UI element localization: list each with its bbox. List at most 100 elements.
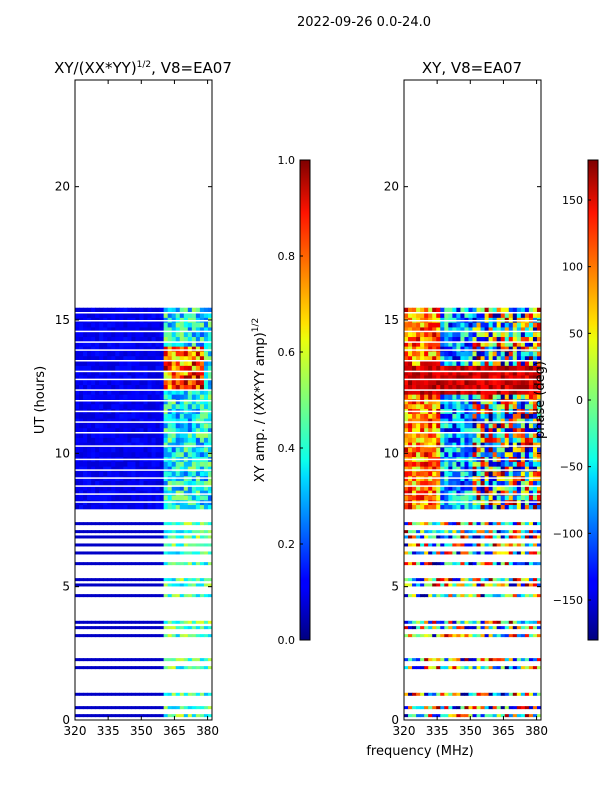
heatmap-cell — [135, 370, 140, 376]
scan-row-cell — [508, 535, 514, 539]
heatmap-cell — [452, 384, 457, 390]
heatmap-cell — [195, 446, 201, 453]
heatmap-cell — [103, 432, 108, 438]
heatmap-cell — [143, 384, 149, 390]
heatmap-cell — [127, 437, 132, 443]
amplitude-title-suffix: , V8=EA07 — [151, 59, 232, 77]
heatmap-cell — [516, 490, 522, 496]
heatmap-cell — [99, 437, 104, 443]
scan-row-cell — [167, 634, 173, 638]
heatmap-cell — [139, 374, 144, 381]
scan-row-cell — [532, 551, 538, 555]
heatmap-cell — [408, 494, 413, 501]
scan-row-cell — [139, 692, 144, 696]
heatmap-cell — [404, 398, 409, 405]
scan-row-cell — [75, 594, 80, 598]
heatmap-cell — [420, 307, 425, 314]
heatmap-cell — [524, 480, 530, 486]
heatmap-cell — [496, 307, 502, 314]
scan-row-cell — [424, 578, 429, 582]
heatmap-cell — [420, 413, 425, 419]
heatmap-cell — [488, 490, 494, 496]
heatmap-cell — [408, 403, 413, 410]
heatmap-cell — [207, 360, 212, 366]
heatmap-cell — [448, 446, 453, 453]
heatmap-cell — [147, 461, 153, 467]
heatmap-cell — [428, 394, 433, 400]
heatmap-cell — [187, 470, 193, 477]
heatmap-cell — [79, 494, 84, 501]
scan-row-cell — [155, 562, 161, 566]
heatmap-cell — [139, 470, 144, 477]
heatmap-cell — [424, 398, 429, 405]
y-tick-label: 20 — [55, 180, 70, 194]
scan-row-cell — [183, 634, 189, 638]
heatmap-cell — [512, 461, 518, 467]
heatmap-cell — [159, 374, 165, 381]
heatmap-cell — [468, 341, 473, 347]
heatmap-cell — [131, 389, 136, 395]
heatmap-cell — [432, 365, 437, 371]
scan-row-cell — [199, 543, 205, 547]
heatmap-cell — [488, 442, 494, 448]
heatmap-cell — [416, 480, 421, 486]
heatmap-cell — [444, 446, 449, 453]
heatmap-cell — [119, 331, 124, 338]
heatmap-cell — [95, 413, 100, 419]
scan-row-cell — [99, 658, 104, 662]
heatmap-cell — [131, 466, 136, 472]
scan-row-cell — [524, 692, 530, 696]
scan-row-cell — [127, 578, 132, 582]
heatmap-cell — [444, 470, 449, 477]
heatmap-cell — [528, 442, 534, 448]
heatmap-cell — [115, 350, 120, 357]
heatmap-cell — [163, 379, 169, 386]
heatmap-cell — [404, 312, 409, 318]
heatmap-cell — [508, 360, 514, 366]
scan-row-cell — [111, 692, 116, 696]
heatmap-cell — [195, 485, 201, 491]
heatmap-cell — [516, 336, 522, 342]
scan-row-cell — [432, 535, 437, 539]
scan-row-cell — [436, 535, 441, 539]
scan-row-cell — [536, 620, 541, 624]
scan-row-cell — [536, 578, 541, 582]
scan-row-cell — [191, 706, 197, 710]
heatmap-cell — [464, 350, 469, 357]
heatmap-cell — [420, 374, 425, 381]
heatmap-cell — [83, 326, 88, 333]
scan-row-cell — [151, 583, 157, 587]
scan-row-cell — [416, 666, 421, 670]
heatmap-cell — [508, 432, 514, 438]
heatmap-cell — [179, 341, 185, 347]
heatmap-cell — [448, 384, 453, 390]
heatmap-cell — [516, 322, 522, 328]
heatmap-cell — [440, 494, 445, 501]
scan-row-cell — [452, 530, 457, 534]
heatmap-cell — [195, 494, 201, 501]
heatmap-cell — [183, 312, 189, 318]
heatmap-cell — [151, 331, 157, 338]
heatmap-cell — [500, 446, 506, 453]
scan-row-cell — [123, 543, 128, 547]
heatmap-cell — [203, 427, 209, 434]
scan-row-cell — [516, 594, 522, 598]
heatmap-cell — [199, 307, 205, 314]
heatmap-cell — [139, 403, 144, 410]
scan-row-cell — [512, 583, 518, 587]
heatmap-cell — [480, 370, 486, 376]
heatmap-cell — [500, 394, 506, 400]
heatmap-cell — [408, 322, 413, 328]
heatmap-cell — [171, 504, 177, 510]
heatmap-cell — [536, 437, 541, 443]
scan-row-cell — [143, 620, 149, 624]
scan-row-cell — [95, 714, 100, 718]
scan-row-cell — [448, 535, 453, 539]
scan-row-cell — [416, 626, 421, 630]
scan-row-cell — [83, 692, 88, 696]
scan-row-cell — [484, 562, 490, 566]
heatmap-cell — [500, 389, 506, 395]
heatmap-cell — [203, 446, 209, 453]
heatmap-cell — [464, 374, 469, 381]
heatmap-cell — [107, 379, 112, 386]
